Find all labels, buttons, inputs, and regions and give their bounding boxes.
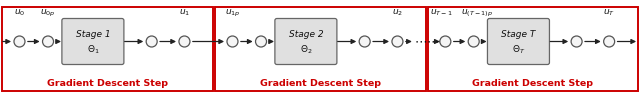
Text: Gradient Descent Step: Gradient Descent Step bbox=[472, 79, 593, 88]
Text: Gradient Descent Step: Gradient Descent Step bbox=[47, 79, 168, 88]
Text: $u_1$: $u_1$ bbox=[179, 8, 190, 18]
Text: $\Theta_2$: $\Theta_2$ bbox=[300, 44, 312, 56]
Text: $u_{0p}$: $u_{0p}$ bbox=[40, 7, 56, 19]
Circle shape bbox=[227, 36, 238, 47]
Circle shape bbox=[571, 36, 582, 47]
FancyBboxPatch shape bbox=[62, 19, 124, 65]
Circle shape bbox=[359, 36, 370, 47]
Text: Gradient Descent Step: Gradient Descent Step bbox=[260, 79, 381, 88]
Circle shape bbox=[255, 36, 266, 47]
Text: $u_2$: $u_2$ bbox=[392, 8, 403, 18]
Text: Stage 1: Stage 1 bbox=[76, 30, 110, 39]
FancyBboxPatch shape bbox=[275, 19, 337, 65]
Text: $u_{1p}$: $u_{1p}$ bbox=[225, 7, 240, 19]
Bar bbox=[214, 7, 426, 91]
Text: $u_{T-1}$: $u_{T-1}$ bbox=[430, 8, 452, 18]
FancyBboxPatch shape bbox=[488, 19, 550, 65]
Bar bbox=[1, 7, 213, 91]
Text: Stage 2: Stage 2 bbox=[289, 30, 323, 39]
Circle shape bbox=[146, 36, 157, 47]
Text: $u_0$: $u_0$ bbox=[14, 8, 25, 18]
Text: $\cdots\cdots$: $\cdots\cdots$ bbox=[414, 34, 440, 47]
Circle shape bbox=[468, 36, 479, 47]
Circle shape bbox=[42, 36, 54, 47]
Bar bbox=[428, 7, 637, 91]
Circle shape bbox=[14, 36, 25, 47]
Circle shape bbox=[440, 36, 451, 47]
Circle shape bbox=[392, 36, 403, 47]
Text: $\Theta_1$: $\Theta_1$ bbox=[86, 44, 99, 56]
Text: $u_T$: $u_T$ bbox=[603, 8, 615, 18]
Circle shape bbox=[604, 36, 614, 47]
Text: Stage T: Stage T bbox=[501, 30, 536, 39]
Text: $u_{(T-1)p}$: $u_{(T-1)p}$ bbox=[461, 7, 493, 19]
Text: $\Theta_T$: $\Theta_T$ bbox=[512, 44, 525, 56]
Circle shape bbox=[179, 36, 190, 47]
